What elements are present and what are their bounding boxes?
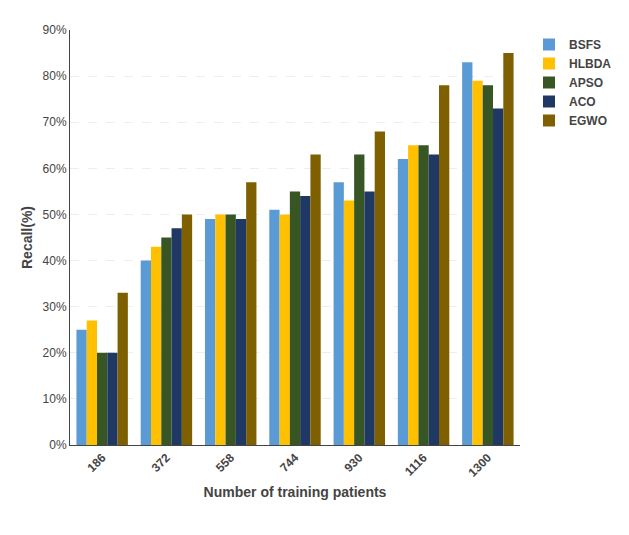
svg-text:Number of training patients: Number of training patients bbox=[204, 484, 387, 500]
svg-text:20%: 20% bbox=[43, 346, 67, 360]
svg-text:186: 186 bbox=[84, 451, 108, 475]
svg-text:930: 930 bbox=[342, 451, 366, 475]
svg-text:Recall(%): Recall(%) bbox=[19, 206, 35, 269]
svg-text:1116: 1116 bbox=[402, 451, 430, 479]
svg-text:30%: 30% bbox=[43, 300, 67, 314]
svg-text:70%: 70% bbox=[43, 115, 67, 129]
svg-text:372: 372 bbox=[149, 451, 173, 475]
svg-text:ACO: ACO bbox=[569, 95, 596, 109]
svg-text:APSO: APSO bbox=[569, 76, 603, 90]
svg-text:744: 744 bbox=[277, 451, 301, 475]
svg-text:40%: 40% bbox=[43, 254, 67, 268]
svg-text:60%: 60% bbox=[43, 162, 67, 176]
svg-text:HLBDA: HLBDA bbox=[569, 57, 611, 71]
svg-text:0%: 0% bbox=[49, 438, 67, 452]
svg-text:EGWO: EGWO bbox=[569, 114, 607, 128]
svg-text:10%: 10% bbox=[43, 392, 67, 406]
svg-text:558: 558 bbox=[213, 451, 237, 475]
svg-text:80%: 80% bbox=[43, 69, 67, 83]
svg-text:90%: 90% bbox=[43, 23, 67, 37]
svg-text:50%: 50% bbox=[43, 208, 67, 222]
svg-text:BSFS: BSFS bbox=[569, 38, 601, 52]
svg-text:1300: 1300 bbox=[465, 451, 494, 480]
